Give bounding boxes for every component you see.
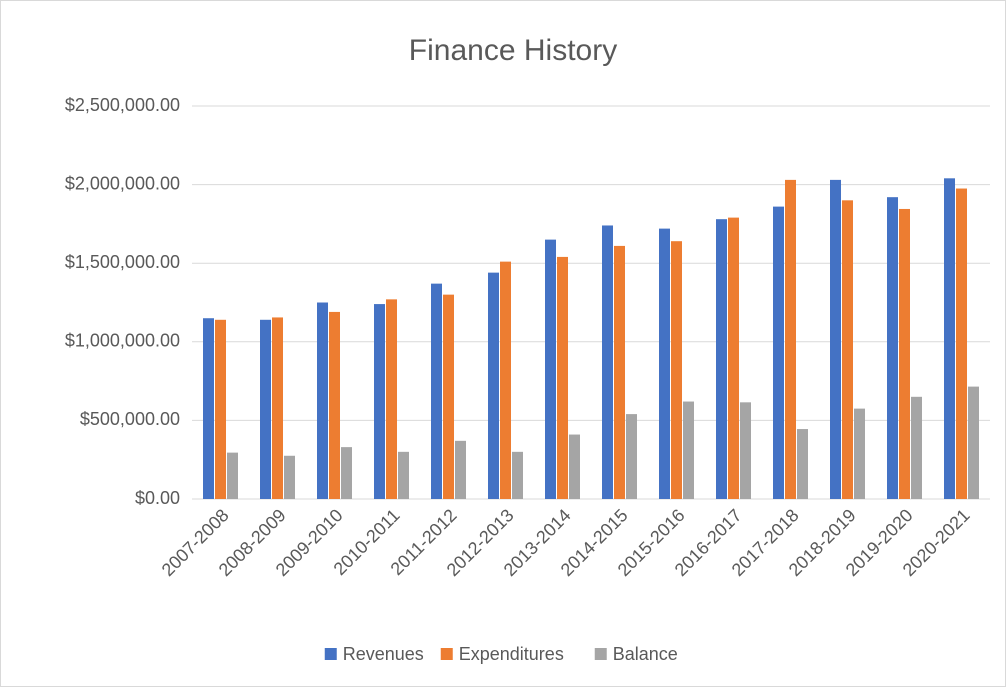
- y-tick-label: $2,000,000.00: [65, 173, 180, 193]
- bar: [740, 402, 751, 499]
- bar: [956, 188, 967, 499]
- bar: [569, 434, 580, 499]
- y-tick-label: $0.00: [135, 488, 180, 508]
- bar: [659, 228, 670, 499]
- bar: [215, 319, 226, 499]
- legend-label: Balance: [613, 644, 678, 664]
- bar: [545, 239, 556, 499]
- bar: [626, 414, 637, 499]
- bar: [671, 241, 682, 499]
- bar: [386, 299, 397, 499]
- bar: [227, 452, 238, 499]
- bar: [557, 256, 568, 499]
- bar: [329, 311, 340, 499]
- bar: [614, 245, 625, 499]
- bar: [272, 317, 283, 499]
- bar: [431, 283, 442, 499]
- bar: [716, 219, 727, 499]
- y-tick-label: $500,000.00: [80, 409, 180, 429]
- bar: [785, 179, 796, 499]
- bar: [317, 302, 328, 499]
- bar: [842, 200, 853, 499]
- bar: [341, 447, 352, 499]
- bar: [944, 178, 955, 499]
- bar: [260, 319, 271, 499]
- bar: [512, 451, 523, 499]
- chart-title: Finance History: [409, 34, 617, 67]
- legend-label: Revenues: [343, 644, 424, 664]
- bar: [500, 261, 511, 499]
- bar: [398, 451, 409, 499]
- bar: [887, 197, 898, 499]
- legend-swatch: [324, 648, 337, 660]
- y-tick-label: $2,500,000.00: [65, 95, 180, 115]
- bar: [602, 225, 613, 500]
- bar: [899, 208, 910, 499]
- bar: [854, 408, 865, 499]
- bar: [488, 272, 499, 499]
- bar: [968, 386, 979, 499]
- y-tick-label: $1,500,000.00: [65, 252, 180, 272]
- bar: [728, 217, 739, 499]
- bar: [911, 396, 922, 499]
- bar: [443, 294, 454, 499]
- bar: [773, 206, 784, 499]
- legend-swatch: [440, 648, 453, 660]
- bar: [797, 429, 808, 499]
- bar: [455, 440, 466, 499]
- legend-label: Expenditures: [459, 644, 564, 664]
- legend-swatch: [594, 648, 607, 660]
- bar: [683, 401, 694, 499]
- y-tick-label: $1,000,000.00: [65, 331, 180, 351]
- bar: [830, 179, 841, 499]
- bar: [284, 455, 295, 499]
- bar: [203, 318, 214, 499]
- bar: [374, 304, 385, 499]
